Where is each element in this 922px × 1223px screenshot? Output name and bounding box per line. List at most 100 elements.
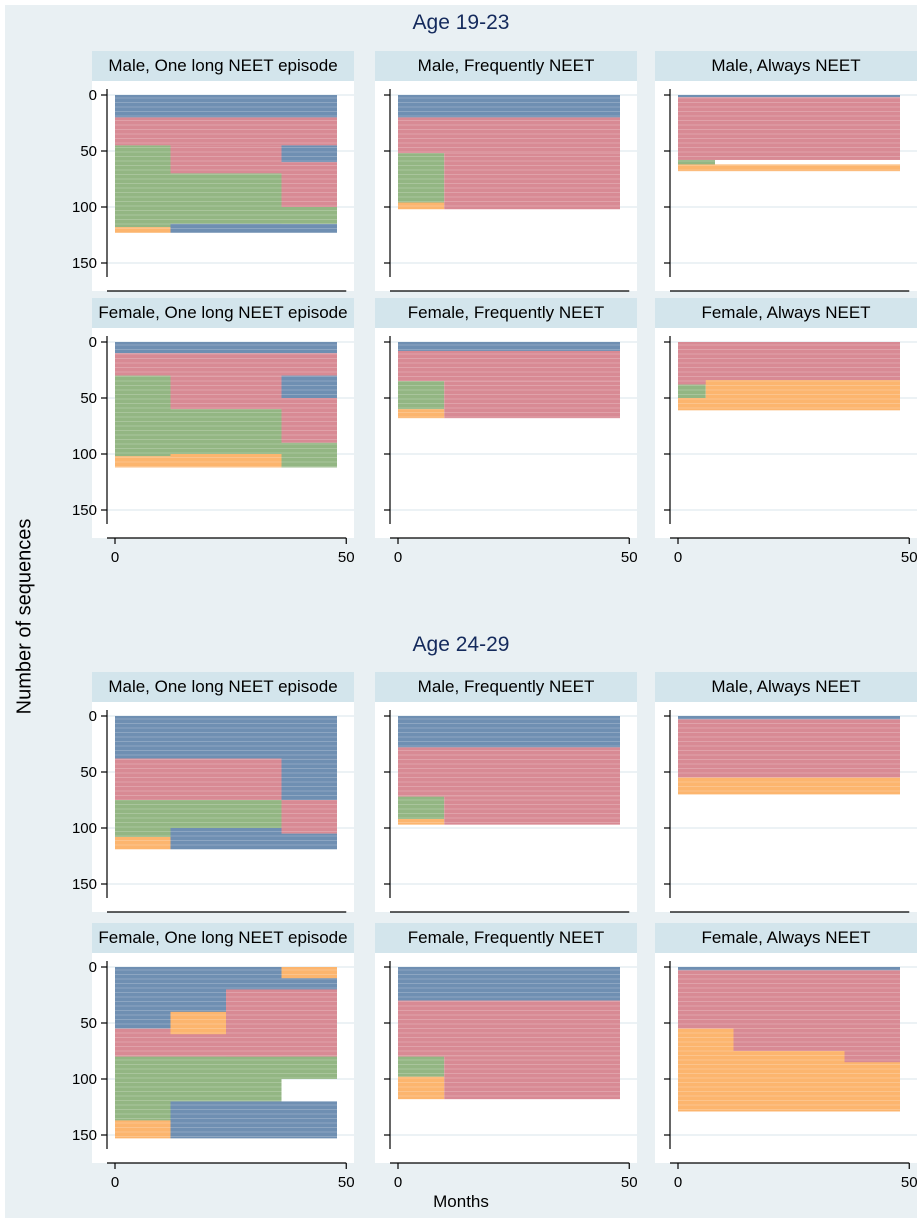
panel-title: Male, One long NEET episode bbox=[92, 51, 354, 81]
sequence-block-red bbox=[170, 375, 282, 410]
sequence-block-blue bbox=[115, 716, 337, 759]
sequence-block-red bbox=[170, 145, 282, 174]
sequence-block-blue bbox=[281, 145, 337, 163]
sequence-block-blue bbox=[678, 967, 900, 971]
x-tick-label: 50 bbox=[621, 1174, 638, 1191]
sequence-block-red bbox=[678, 342, 900, 385]
sequence-block-orange bbox=[398, 409, 445, 419]
sequence-block-orange bbox=[398, 202, 445, 210]
sequence-block-red bbox=[444, 1056, 620, 1100]
panel: Male, One long NEET episode 0 50 100 150 bbox=[72, 672, 354, 942]
sequence-block-orange bbox=[115, 836, 171, 850]
sequence-block-green bbox=[170, 173, 282, 224]
panel: Male, Frequently NEET bbox=[375, 672, 637, 942]
sequence-block-orange bbox=[398, 1076, 445, 1100]
sequence-block-red bbox=[398, 117, 620, 154]
sequence-block-orange bbox=[115, 227, 171, 233]
sequence-block-red bbox=[678, 719, 900, 778]
sequence-block-green bbox=[170, 800, 282, 828]
sequence-block-blue bbox=[398, 95, 620, 118]
panel-title: Male, Always NEET bbox=[655, 51, 917, 81]
panel: Female, One long NEET episode 0 50 100 150 0 5… bbox=[72, 923, 355, 1193]
x-tick-label: 50 bbox=[901, 1174, 918, 1191]
sequence-block-orange bbox=[115, 456, 171, 468]
sequence-block-blue bbox=[281, 758, 337, 800]
sequence-block-green bbox=[281, 442, 337, 468]
panel: Male, Always NEET bbox=[655, 51, 917, 321]
panel-title: Male, Frequently NEET bbox=[375, 672, 637, 702]
y-tick-label: 0 bbox=[89, 87, 97, 104]
panel-title: Male, Frequently NEET bbox=[375, 51, 637, 81]
panel-svg: 0 50 bbox=[664, 961, 918, 1191]
y-axis-label: Number of sequences bbox=[13, 518, 36, 715]
sequence-block-blue bbox=[398, 716, 620, 748]
sequence-block-orange bbox=[678, 398, 900, 411]
sequence-block-red bbox=[398, 350, 620, 382]
y-tick-label: 150 bbox=[72, 255, 97, 272]
sequence-block-green bbox=[398, 1056, 445, 1077]
sequence-block-red bbox=[398, 1000, 620, 1057]
sequence-block-blue bbox=[170, 223, 337, 233]
y-tick-label: 100 bbox=[72, 1071, 97, 1088]
sequence-block-orange bbox=[281, 967, 337, 979]
y-tick-label: 100 bbox=[72, 199, 97, 216]
panel: Female, Frequently NEET 0 50 bbox=[375, 923, 638, 1193]
y-tick-label: 50 bbox=[80, 390, 97, 407]
y-tick-label: 50 bbox=[80, 143, 97, 160]
panel-svg: 0 50 100 150 0 50 bbox=[72, 334, 355, 566]
panel-title: Female, One long NEET episode bbox=[92, 298, 354, 328]
sequence-block-red bbox=[115, 353, 337, 376]
y-tick-label: 100 bbox=[72, 820, 97, 837]
sequence-block-blue bbox=[398, 342, 620, 351]
panel: Male, Frequently NEET bbox=[375, 51, 637, 321]
panel-svg bbox=[664, 710, 917, 913]
x-axis-label: Months bbox=[433, 1192, 489, 1211]
y-tick-label: 50 bbox=[80, 1015, 97, 1032]
figure: Age 19-23 Age 24-29 Number of sequences … bbox=[5, 5, 918, 1218]
panel-svg: 0 50 bbox=[664, 336, 918, 566]
sequence-block-blue bbox=[170, 1101, 337, 1139]
y-tick-label: 100 bbox=[72, 446, 97, 463]
x-tick-label: 0 bbox=[111, 1174, 119, 1191]
panel: Female, Always NEET 0 50 bbox=[655, 298, 918, 568]
sequence-block-orange bbox=[170, 1011, 226, 1035]
sequence-block-red bbox=[226, 989, 337, 1057]
x-tick-label: 0 bbox=[111, 549, 119, 566]
sequence-block-green bbox=[170, 409, 282, 454]
panel: Female, One long NEET episode 0 50 100 150 0 5… bbox=[72, 298, 355, 568]
sequence-block-red bbox=[398, 747, 620, 797]
sequence-block-orange bbox=[678, 777, 900, 795]
x-tick-label: 50 bbox=[338, 549, 355, 566]
panel-title: Female, Always NEET bbox=[655, 298, 917, 328]
sequence-block-green bbox=[678, 384, 706, 398]
y-tick-label: 0 bbox=[89, 708, 97, 725]
panel-title: Male, One long NEET episode bbox=[92, 672, 354, 702]
sequence-block-blue bbox=[678, 95, 900, 98]
sequence-block-red bbox=[678, 97, 900, 160]
x-tick-label: 50 bbox=[338, 1174, 355, 1191]
sequence-block-blue bbox=[115, 95, 337, 118]
panel-svg bbox=[384, 710, 637, 913]
y-tick-label: 0 bbox=[89, 334, 97, 351]
panel-svg: 0 50 100 150 bbox=[72, 87, 354, 292]
sequence-block-green bbox=[170, 1056, 282, 1102]
sequence-block-blue bbox=[398, 967, 620, 1001]
sequence-block-red bbox=[444, 796, 620, 825]
panel-svg: 0 50 100 150 bbox=[72, 708, 354, 913]
sequence-block-green bbox=[115, 800, 171, 837]
x-tick-label: 50 bbox=[901, 549, 918, 566]
y-tick-label: 150 bbox=[72, 502, 97, 519]
x-tick-label: 50 bbox=[621, 549, 638, 566]
sequence-block-orange bbox=[678, 164, 900, 172]
sequence-block-red bbox=[844, 1051, 900, 1063]
panel-title: Female, Frequently NEET bbox=[375, 923, 637, 953]
panel-title: Female, Always NEET bbox=[655, 923, 917, 953]
sequence-block-blue bbox=[281, 833, 337, 850]
sequence-block-orange bbox=[170, 454, 282, 468]
sequence-block-orange bbox=[705, 380, 900, 398]
x-tick-label: 0 bbox=[394, 549, 402, 566]
sequence-block-red bbox=[115, 117, 337, 146]
sequence-block-green bbox=[115, 145, 171, 228]
panel: Male, One long NEET episode 0 50 100 150 bbox=[72, 51, 354, 321]
panel-svg: 0 50 100 150 0 50 bbox=[72, 959, 355, 1191]
